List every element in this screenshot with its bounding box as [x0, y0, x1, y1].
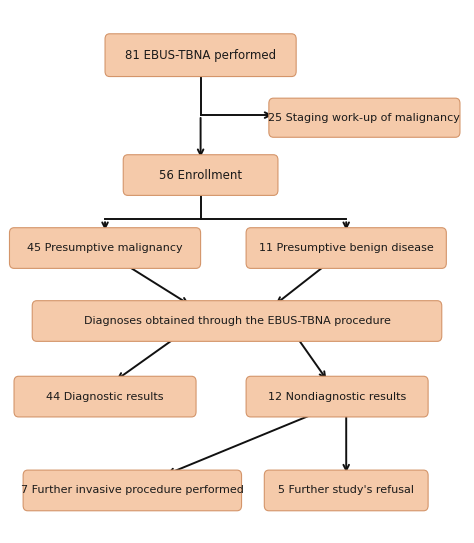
FancyBboxPatch shape [246, 376, 428, 417]
FancyBboxPatch shape [9, 228, 201, 268]
FancyBboxPatch shape [23, 470, 242, 511]
Text: Diagnoses obtained through the EBUS-TBNA procedure: Diagnoses obtained through the EBUS-TBNA… [83, 316, 391, 326]
FancyBboxPatch shape [14, 376, 196, 417]
Text: 7 Further invasive procedure performed: 7 Further invasive procedure performed [21, 485, 244, 495]
Text: 56 Enrollment: 56 Enrollment [159, 168, 242, 181]
FancyBboxPatch shape [246, 228, 447, 268]
FancyBboxPatch shape [32, 301, 442, 342]
FancyBboxPatch shape [264, 470, 428, 511]
Text: 5 Further study's refusal: 5 Further study's refusal [278, 485, 414, 495]
FancyBboxPatch shape [269, 98, 460, 137]
Text: 12 Nondiagnostic results: 12 Nondiagnostic results [268, 392, 406, 402]
FancyBboxPatch shape [105, 34, 296, 77]
Text: 81 EBUS-TBNA performed: 81 EBUS-TBNA performed [125, 49, 276, 62]
Text: 11 Presumptive benign disease: 11 Presumptive benign disease [259, 243, 434, 253]
Text: 25 Staging work-up of malignancy: 25 Staging work-up of malignancy [268, 113, 460, 123]
Text: 45 Presumptive malignancy: 45 Presumptive malignancy [27, 243, 183, 253]
FancyBboxPatch shape [123, 155, 278, 195]
Text: 44 Diagnostic results: 44 Diagnostic results [46, 392, 164, 402]
